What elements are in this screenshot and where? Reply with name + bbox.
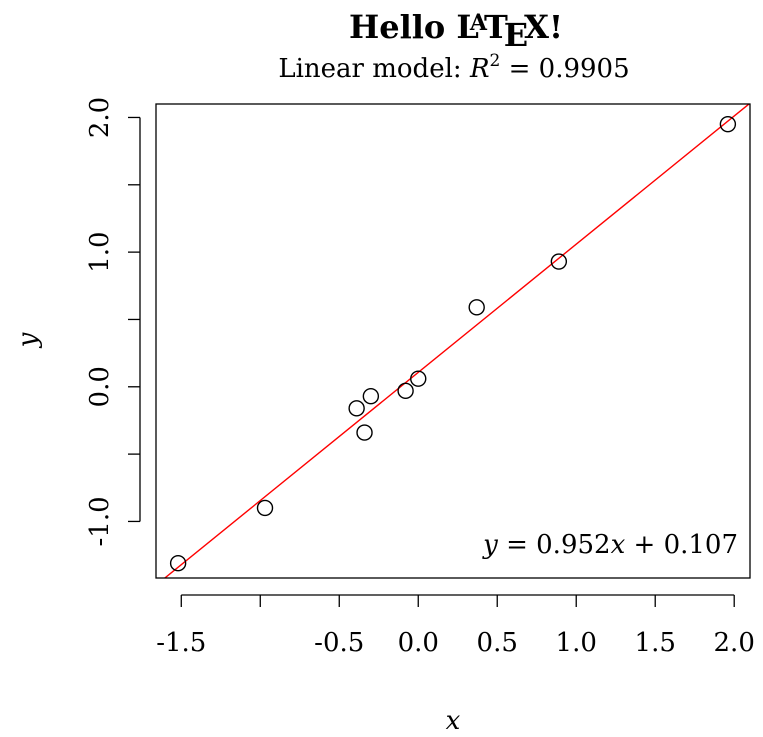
y-axis-label: y bbox=[13, 332, 43, 348]
x-tick-label: 1.0 bbox=[556, 628, 597, 658]
title-x: X bbox=[524, 8, 549, 46]
title-hello: Hello bbox=[349, 8, 445, 46]
eq-coef: = 0.952 bbox=[498, 530, 611, 560]
y-tick-label: 2.0 bbox=[85, 97, 115, 138]
data-point bbox=[468, 299, 485, 316]
chart-subtitle: Linear model: R2 = 0.9905 bbox=[278, 51, 629, 84]
y-tick-label: 1.0 bbox=[85, 231, 115, 272]
y-tick-label: -1.0 bbox=[85, 496, 115, 546]
data-point bbox=[719, 115, 737, 133]
subtitle-sup: 2 bbox=[490, 51, 501, 71]
plot-area bbox=[163, 104, 750, 578]
chart-title: Hello LATEX! bbox=[349, 8, 563, 54]
eq-y: y bbox=[482, 530, 498, 560]
x-tick-label: 0.0 bbox=[398, 628, 439, 658]
regression-line bbox=[163, 104, 750, 578]
subtitle-suffix: = 0.9905 bbox=[500, 54, 629, 84]
data-point bbox=[256, 499, 274, 517]
y-tick-label: 0.0 bbox=[85, 366, 115, 407]
data-point bbox=[362, 388, 380, 405]
title-l: L bbox=[456, 8, 479, 46]
subtitle-r: R bbox=[469, 54, 490, 84]
data-point bbox=[410, 370, 427, 387]
eq-intercept: + 0.107 bbox=[625, 530, 738, 560]
x-tick-label: 0.5 bbox=[477, 628, 518, 658]
data-point bbox=[348, 400, 365, 417]
subtitle-prefix: Linear model: bbox=[278, 54, 470, 84]
y-axis: -1.0 0.0 1.0 2.0 bbox=[85, 97, 141, 547]
title-t: T bbox=[484, 8, 508, 46]
x-axis: -1.5 -0.5 0.0 0.5 1.0 1.5 2.0 bbox=[156, 594, 755, 658]
data-point bbox=[356, 424, 373, 441]
x-tick-label: 1.5 bbox=[635, 628, 676, 658]
x-axis-label: x bbox=[446, 706, 461, 736]
eq-x: x bbox=[611, 530, 626, 560]
equation-label: y = 0.952x + 0.107 bbox=[482, 530, 738, 560]
x-tick-label: -0.5 bbox=[314, 628, 364, 658]
x-tick-label: -1.5 bbox=[156, 628, 206, 658]
x-tick-label: 2.0 bbox=[714, 628, 755, 658]
title-e: E bbox=[504, 16, 528, 54]
data-point bbox=[550, 253, 568, 270]
title-bang: ! bbox=[549, 8, 563, 46]
data-point bbox=[397, 382, 414, 400]
plot-frame bbox=[155, 103, 751, 579]
data-point bbox=[169, 554, 187, 572]
title-a: A bbox=[469, 10, 488, 36]
